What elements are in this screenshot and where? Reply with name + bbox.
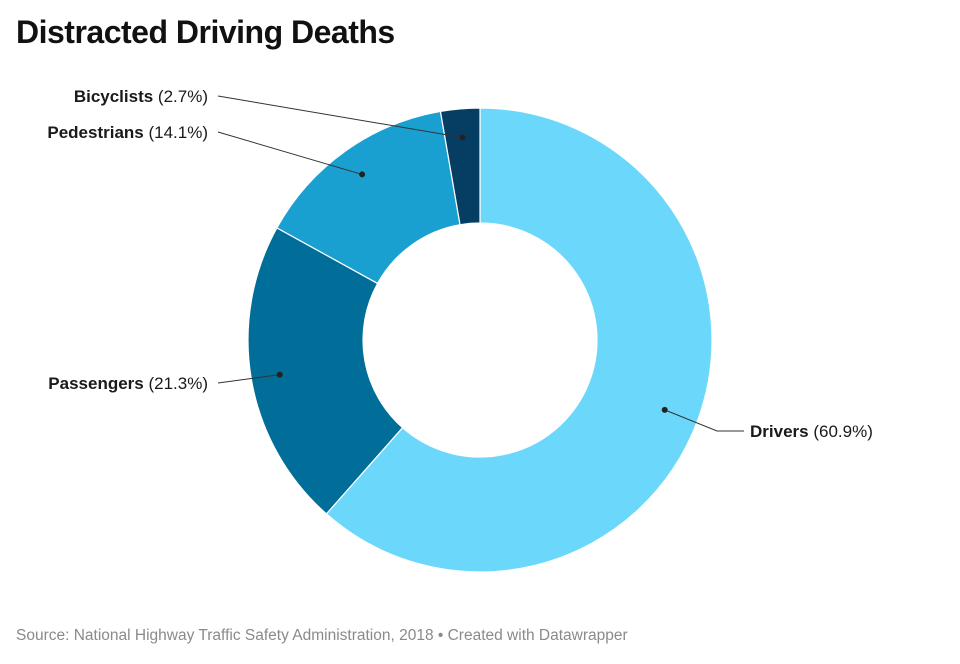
slice-label-value: (14.1%) xyxy=(148,123,208,142)
leader-dot-passengers xyxy=(276,371,283,378)
slice-pedestrians xyxy=(276,110,461,285)
slice-label-name: Pedestrians xyxy=(47,123,148,142)
slice-label-value: (60.9%) xyxy=(813,422,873,441)
slice-passengers xyxy=(247,227,404,515)
slice-bicyclists xyxy=(439,107,481,226)
leader-dot-pedestrians xyxy=(359,171,366,178)
slice-drivers xyxy=(325,107,713,573)
leader-line-drivers xyxy=(664,409,744,432)
slice-label-name: Bicyclists xyxy=(74,87,158,106)
labels-group: Drivers (60.9%) Passengers (21.3%) Pedestr… xyxy=(47,87,873,441)
leader-line-bicyclists xyxy=(217,95,463,138)
slice-label-bicyclists: Bicyclists (2.7%) xyxy=(74,87,208,106)
leader-dot-bicyclists xyxy=(459,134,466,141)
chart-title: Distracted Driving Deaths xyxy=(16,14,395,50)
slice-label-value: (21.3%) xyxy=(148,374,208,393)
slice-label-name: Drivers xyxy=(750,422,813,441)
donut-chart: Drivers (60.9%) Passengers (21.3%) Pedestr… xyxy=(47,87,873,573)
leader-line-passengers xyxy=(217,374,280,384)
leader-lines-group xyxy=(217,95,744,432)
slices-group xyxy=(247,107,713,573)
slice-label-value: (2.7%) xyxy=(158,87,208,106)
slice-label-pedestrians: Pedestrians (14.1%) xyxy=(47,123,208,142)
slice-label-name: Passengers xyxy=(48,374,148,393)
leader-line-pedestrians xyxy=(217,131,363,175)
leader-dot-drivers xyxy=(661,406,668,413)
slice-label-drivers: Drivers (60.9%) xyxy=(750,422,873,441)
slice-label-passengers: Passengers (21.3%) xyxy=(48,374,208,393)
source-note: Source: National Highway Traffic Safety … xyxy=(16,627,628,644)
